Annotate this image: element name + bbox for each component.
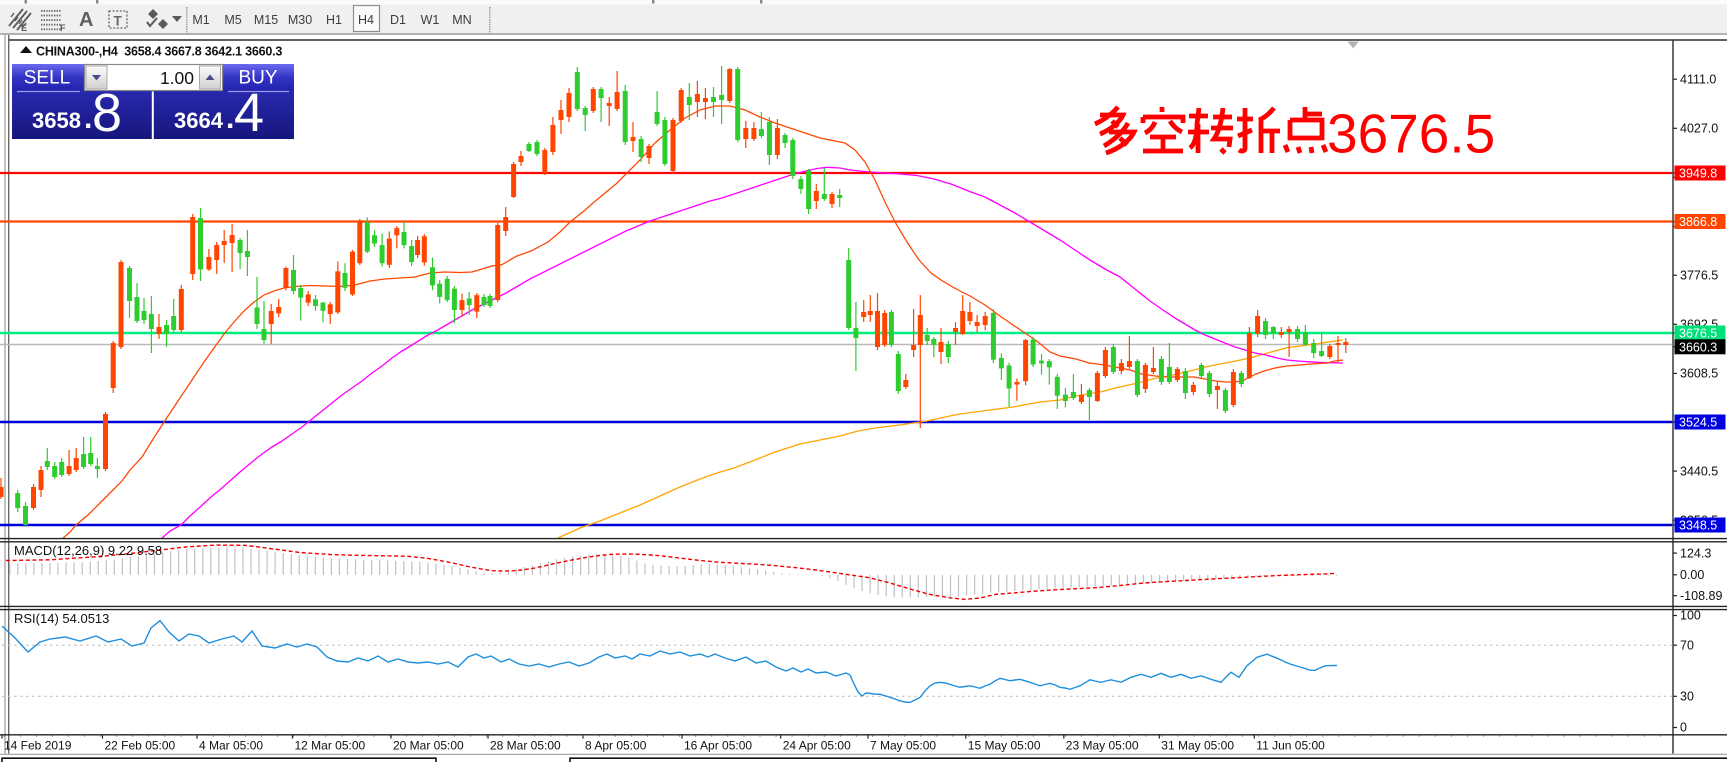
svg-text:3949.8: 3949.8 <box>1679 167 1717 181</box>
svg-text:W1: W1 <box>421 13 440 27</box>
svg-text:124.3: 124.3 <box>1680 546 1711 560</box>
svg-text:0.00: 0.00 <box>1680 568 1704 582</box>
svg-text:3660.3: 3660.3 <box>1679 340 1717 354</box>
svg-text:11 Jun 05:00: 11 Jun 05:00 <box>1256 739 1325 753</box>
svg-text:MACD(12,26,9) 9.22 9.58: MACD(12,26,9) 9.22 9.58 <box>14 543 162 558</box>
svg-text:3776.5: 3776.5 <box>1680 268 1718 282</box>
svg-text:M5: M5 <box>224 13 241 27</box>
svg-text:16 Apr 05:00: 16 Apr 05:00 <box>684 739 752 753</box>
svg-text:MN: MN <box>452 13 471 27</box>
svg-text:M15: M15 <box>254 13 278 27</box>
svg-text:.: . <box>226 102 234 135</box>
svg-text:E: E <box>21 23 27 33</box>
svg-text:15 May 05:00: 15 May 05:00 <box>968 739 1041 753</box>
svg-text:M30: M30 <box>288 13 312 27</box>
svg-text:3676.5: 3676.5 <box>1679 327 1717 341</box>
svg-text:3664: 3664 <box>174 108 224 133</box>
svg-text:3676.5: 3676.5 <box>1327 103 1495 165</box>
svg-text:3524.5: 3524.5 <box>1679 416 1717 430</box>
svg-text:A: A <box>79 9 93 31</box>
svg-text:20 Mar 05:00: 20 Mar 05:00 <box>393 739 464 753</box>
svg-text:30: 30 <box>1680 690 1694 704</box>
svg-text:H1: H1 <box>326 13 342 27</box>
svg-text:0: 0 <box>1680 721 1687 735</box>
svg-text:3440.5: 3440.5 <box>1680 464 1718 478</box>
svg-text:RSI(14) 54.0513: RSI(14) 54.0513 <box>14 611 109 626</box>
svg-text:8 Apr 05:00: 8 Apr 05:00 <box>585 739 647 753</box>
svg-text:.: . <box>84 102 92 135</box>
svg-text:8: 8 <box>92 83 122 143</box>
svg-text:T: T <box>114 14 123 29</box>
svg-text:23 May 05:00: 23 May 05:00 <box>1066 739 1139 753</box>
svg-text:3608.5: 3608.5 <box>1680 367 1718 381</box>
svg-text:4: 4 <box>234 83 264 143</box>
svg-text:31 May 05:00: 31 May 05:00 <box>1161 739 1234 753</box>
svg-text:SELL: SELL <box>24 68 70 89</box>
svg-text:7 May 05:00: 7 May 05:00 <box>870 739 936 753</box>
svg-text:M1: M1 <box>192 13 209 27</box>
svg-text:-108.89: -108.89 <box>1680 589 1722 603</box>
svg-text:22 Feb 05:00: 22 Feb 05:00 <box>105 739 176 753</box>
svg-text:4027.0: 4027.0 <box>1680 122 1718 136</box>
svg-text:1.00: 1.00 <box>160 68 194 88</box>
svg-text:28 Mar 05:00: 28 Mar 05:00 <box>490 739 561 753</box>
svg-text:100: 100 <box>1680 609 1701 623</box>
svg-text:4111.0: 4111.0 <box>1680 72 1716 86</box>
svg-text:F: F <box>60 23 66 33</box>
svg-text:70: 70 <box>1680 638 1694 652</box>
svg-text:14 Feb 2019: 14 Feb 2019 <box>4 739 72 753</box>
svg-text:3866.8: 3866.8 <box>1679 215 1717 229</box>
svg-text:24 Apr 05:00: 24 Apr 05:00 <box>783 739 851 753</box>
svg-text:CHINA300-,H4 3658.4 3667.8 36: CHINA300-,H4 3658.4 3667.8 3642.1 3660.3 <box>36 45 282 59</box>
svg-text:3658: 3658 <box>32 108 81 133</box>
svg-text:3348.5: 3348.5 <box>1679 519 1717 533</box>
svg-text:12 Mar 05:00: 12 Mar 05:00 <box>295 739 366 753</box>
svg-text:D1: D1 <box>390 13 406 27</box>
svg-text:BUY: BUY <box>238 68 277 89</box>
svg-text:4 Mar 05:00: 4 Mar 05:00 <box>199 739 263 753</box>
svg-text:H4: H4 <box>358 13 374 27</box>
